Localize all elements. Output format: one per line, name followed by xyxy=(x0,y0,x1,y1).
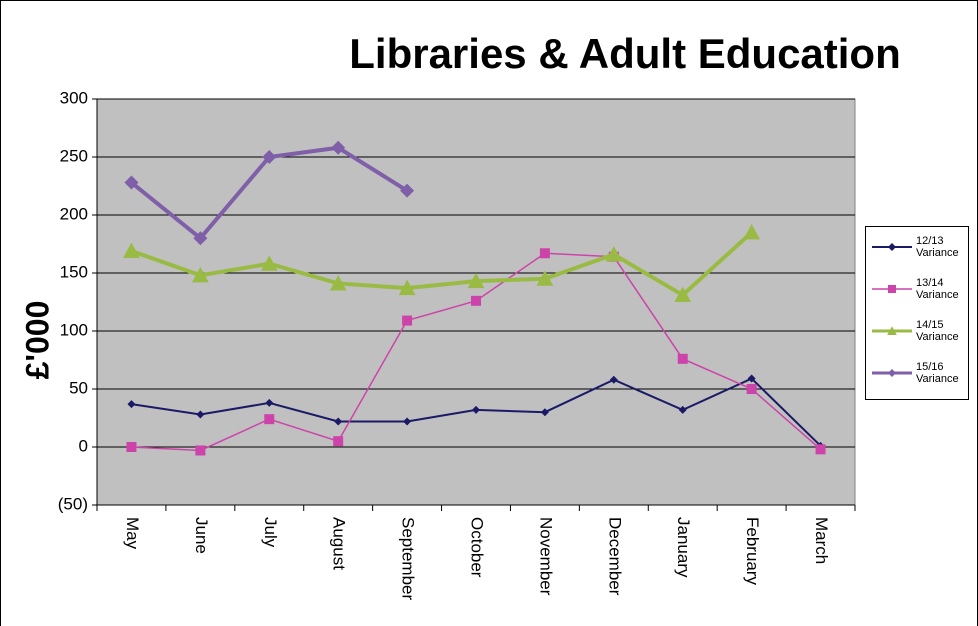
legend-label: 12/13 Variance xyxy=(916,235,959,259)
y-tick-label: (50) xyxy=(58,494,88,513)
legend-swatch xyxy=(872,285,912,293)
y-tick-label: 200 xyxy=(60,204,88,223)
marker xyxy=(747,374,756,383)
marker xyxy=(888,285,896,293)
y-axis-label: £'000 xyxy=(19,301,55,380)
marker xyxy=(195,445,206,456)
marker xyxy=(260,255,278,271)
marker xyxy=(540,408,549,417)
marker xyxy=(264,414,275,425)
legend-item: 15/16 Variance xyxy=(870,361,964,385)
y-tick-label: 250 xyxy=(60,146,88,165)
marker xyxy=(329,275,347,291)
marker xyxy=(609,375,618,384)
marker xyxy=(127,400,136,409)
marker xyxy=(472,405,480,414)
marker xyxy=(123,242,140,258)
x-tick-label: December xyxy=(605,517,624,596)
marker xyxy=(888,243,896,251)
x-tick-label: November xyxy=(536,517,555,596)
marker xyxy=(539,248,550,259)
legend-label: 15/16 Variance xyxy=(916,361,959,385)
x-tick-label: August xyxy=(330,517,349,570)
legend-item: 13/14 Variance xyxy=(870,277,964,301)
x-tick-label: June xyxy=(192,517,211,554)
marker xyxy=(124,175,139,190)
x-tick-label: May xyxy=(123,517,142,550)
marker xyxy=(333,436,344,447)
marker xyxy=(677,353,688,364)
marker xyxy=(265,398,274,407)
marker xyxy=(674,286,692,303)
legend-label: 13/14 Variance xyxy=(916,277,959,301)
marker xyxy=(536,270,554,286)
marker xyxy=(746,384,757,394)
x-tick-label: October xyxy=(468,517,487,578)
y-tick-label: 150 xyxy=(60,262,88,281)
marker xyxy=(888,369,896,377)
x-tick-label: September xyxy=(399,517,418,600)
legend-swatch xyxy=(872,369,912,377)
marker xyxy=(126,442,137,452)
x-tick-label: March xyxy=(812,517,831,564)
legend-item: 12/13 Variance xyxy=(870,235,964,259)
series-line xyxy=(130,230,753,298)
y-tick-label: 100 xyxy=(60,320,88,339)
marker xyxy=(887,326,897,335)
marker xyxy=(262,150,277,164)
marker xyxy=(193,231,208,246)
marker xyxy=(605,246,623,262)
legend-item: 14/15 Variance xyxy=(870,319,964,343)
legend: 12/13 Variance 13/14 Variance 14/15 Varian… xyxy=(865,226,969,400)
marker xyxy=(678,405,687,414)
marker xyxy=(403,417,412,426)
y-tick-label: 0 xyxy=(79,436,88,455)
legend-swatch xyxy=(872,326,912,335)
legend-swatch xyxy=(872,243,912,251)
marker xyxy=(334,417,343,426)
x-tick-label: July xyxy=(261,517,280,548)
marker xyxy=(196,410,205,419)
marker xyxy=(400,183,415,198)
marker xyxy=(331,140,346,155)
x-tick-label: February xyxy=(743,517,762,586)
marker xyxy=(471,295,481,306)
chart-title: Libraries & Adult Education xyxy=(349,30,901,77)
x-tick-label: January xyxy=(674,517,693,578)
marker xyxy=(402,315,413,326)
marker xyxy=(467,272,485,289)
y-tick-label: 50 xyxy=(69,378,88,397)
y-tick-label: 300 xyxy=(60,88,88,107)
legend-label: 14/15 Variance xyxy=(916,319,959,343)
marker xyxy=(398,279,416,296)
marker xyxy=(191,266,209,283)
marker xyxy=(815,444,826,455)
marker xyxy=(743,224,761,240)
